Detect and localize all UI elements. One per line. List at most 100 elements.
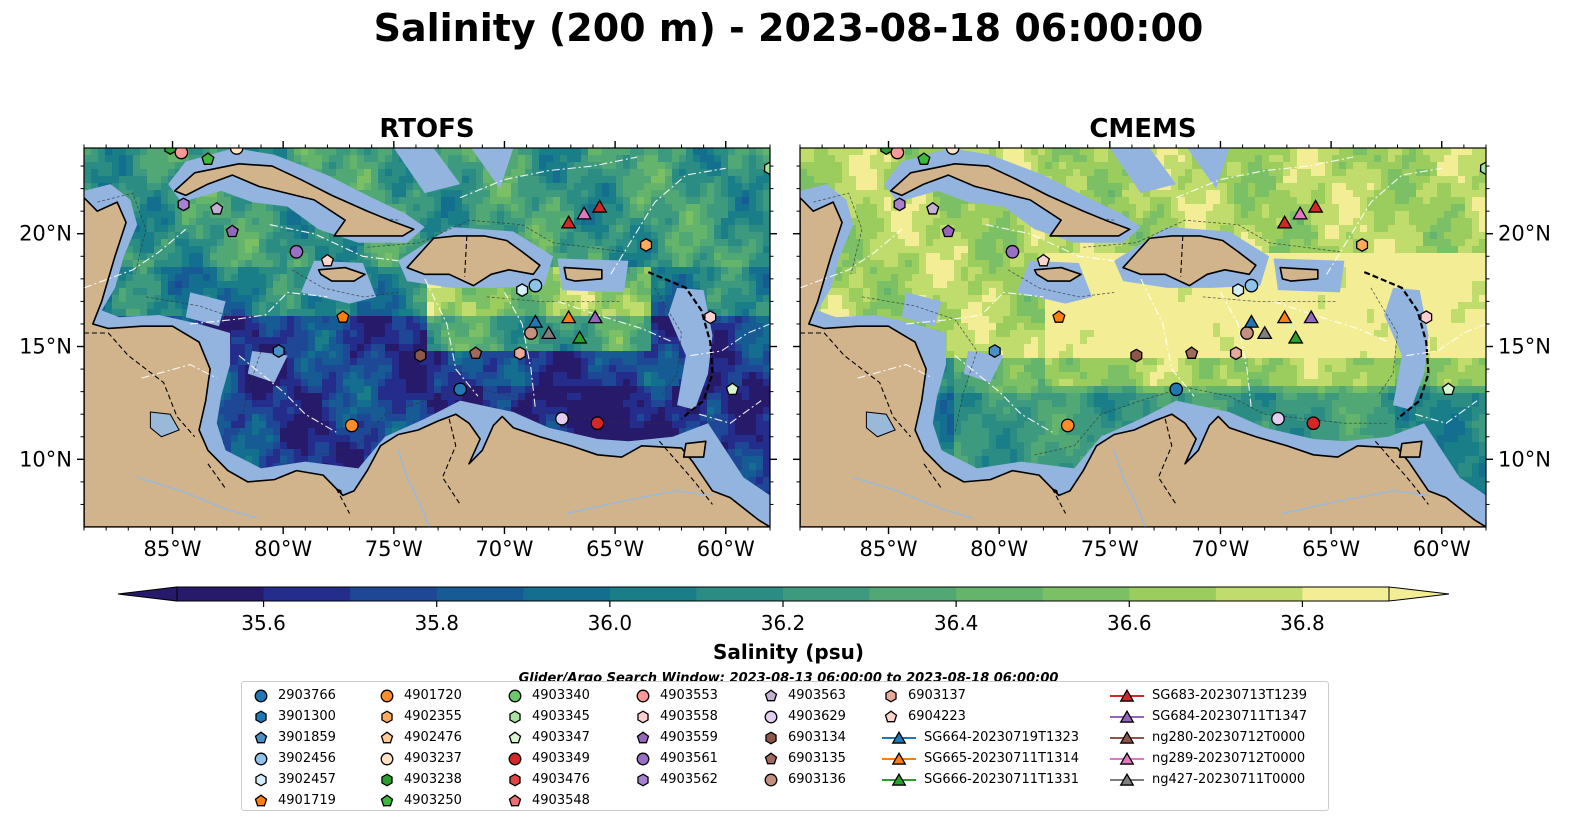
station-marker (174, 148, 189, 160)
legend-label: 4903349 (532, 751, 590, 766)
station-marker (225, 224, 239, 238)
legend-item: 4903476 (506, 769, 590, 790)
circle-marker-icon (254, 689, 268, 702)
colorbar-bin (609, 587, 697, 601)
legend-column: 4903563 4903629 6903134 6903135 6903136 (762, 685, 846, 790)
station-marker (513, 346, 526, 361)
hexagon-marker-icon (765, 730, 777, 745)
legend-item: SG664-20230719T1323 (882, 727, 1079, 748)
station-marker (1287, 329, 1304, 344)
station-marker (590, 416, 605, 431)
shallow-shelf (393, 148, 461, 194)
land (563, 266, 603, 282)
station-marker (1441, 382, 1456, 396)
station-marker (1243, 314, 1260, 328)
legend-item: 4903629 (762, 706, 846, 727)
map-frame (83, 147, 771, 528)
legend-item: 4903558 (634, 706, 718, 727)
x-tick-label: 80°W (254, 537, 312, 561)
x-tick-label: 65°W (586, 537, 644, 561)
legend-item: 4902355 (378, 706, 462, 727)
legend-label: 4902476 (404, 730, 462, 745)
circle-marker-icon (380, 689, 394, 702)
legend-column: 2903766 3901300 3901859 3902456 3902457 49017… (252, 685, 336, 811)
legend-item: 4901720 (378, 685, 462, 706)
legend-label: ng289-20230712T0000 (1152, 751, 1306, 766)
pentagon-marker-icon (764, 751, 778, 764)
station-marker (336, 310, 350, 323)
y-tick-label: 20°N (1498, 222, 1551, 246)
legend-item: 2903766 (252, 685, 336, 706)
x-tick-label: 60°W (697, 537, 755, 561)
legend-item: 3901859 (252, 727, 336, 748)
legend-item: 4902476 (378, 727, 462, 748)
station-marker (1303, 309, 1320, 324)
colorbar-bin (956, 587, 1044, 601)
y-tick-label: 10°N (1498, 447, 1551, 471)
legend-item: 4903349 (506, 748, 590, 769)
station-marker (344, 418, 359, 433)
y-tick-label: 10°N (19, 447, 72, 471)
station-marker (1130, 348, 1143, 363)
station-marker (289, 244, 304, 259)
legend-label: 6903134 (788, 730, 846, 745)
legend-item: 4903559 (634, 727, 718, 748)
legend-item: 6903134 (762, 727, 846, 748)
shallow-shelf (901, 292, 942, 327)
legend-column: 4903340 4903345 4903347 4903349 4903476 49035… (506, 685, 590, 811)
legend-label: SG666-20230711T1331 (924, 772, 1080, 787)
legend-label: SG664-20230719T1323 (924, 730, 1080, 745)
land (1398, 440, 1423, 458)
legend-item: 6903135 (762, 748, 846, 769)
station-marker (210, 201, 224, 215)
hexagon-marker-icon (637, 772, 649, 787)
station-marker (560, 309, 577, 324)
map-panel-0 (84, 148, 770, 527)
station-marker (1271, 411, 1285, 426)
legend-item: ng427-20230711T0000 (1110, 769, 1307, 790)
station-marker (177, 197, 190, 212)
colorbar-label: Salinity (psu) (712, 640, 864, 664)
pentagon-marker-icon (380, 730, 394, 743)
triangle-marker-icon (1110, 730, 1144, 744)
legend-label: 3902456 (278, 751, 336, 766)
y-tick-label: 15°N (1498, 335, 1551, 359)
legend-label: 4903562 (660, 772, 718, 787)
station-marker (640, 238, 653, 252)
legend-label: 4903553 (660, 688, 718, 703)
station-marker (576, 205, 592, 220)
circle-marker-icon (508, 752, 522, 765)
colorbar-tick-label: 35.6 (241, 611, 286, 635)
colorbar-extend-high (1388, 586, 1450, 602)
legend-label: 4903345 (532, 709, 590, 724)
pentagon-marker-icon (254, 730, 268, 743)
x-tick-label: 85°W (144, 537, 202, 561)
legend-item: 6903137 (882, 685, 1079, 706)
colorbar-bin (869, 587, 957, 601)
shallow-shelf (668, 287, 713, 410)
colorbar-tick-label: 36.8 (1280, 611, 1325, 635)
legend-item: 4903347 (506, 727, 590, 748)
land (406, 235, 541, 287)
station-marker (516, 283, 529, 298)
shallow-shelf (84, 184, 770, 527)
x-tick-label: 60°W (1413, 537, 1471, 561)
station-marker (1185, 346, 1199, 359)
legend-label: 4901719 (278, 793, 336, 808)
panel-title-cmems: CMEMS (1089, 114, 1197, 144)
land (173, 162, 415, 237)
legend-label: 2903766 (278, 688, 336, 703)
land (1279, 266, 1319, 282)
legend-item: SG684-20230711T1347 (1110, 706, 1307, 727)
legend-label: 4903347 (532, 730, 590, 745)
legend-label: 3901859 (278, 730, 336, 745)
legend-item: ng280-20230712T0000 (1110, 727, 1307, 748)
station-marker (540, 325, 557, 340)
station-marker (1240, 326, 1254, 340)
station-marker (1292, 205, 1308, 220)
circle-marker-icon (764, 773, 778, 786)
station-marker (1052, 310, 1066, 323)
shallow-shelf (1187, 148, 1230, 189)
station-marker (1232, 283, 1245, 298)
colorbar-tick-label: 35.8 (414, 611, 459, 635)
